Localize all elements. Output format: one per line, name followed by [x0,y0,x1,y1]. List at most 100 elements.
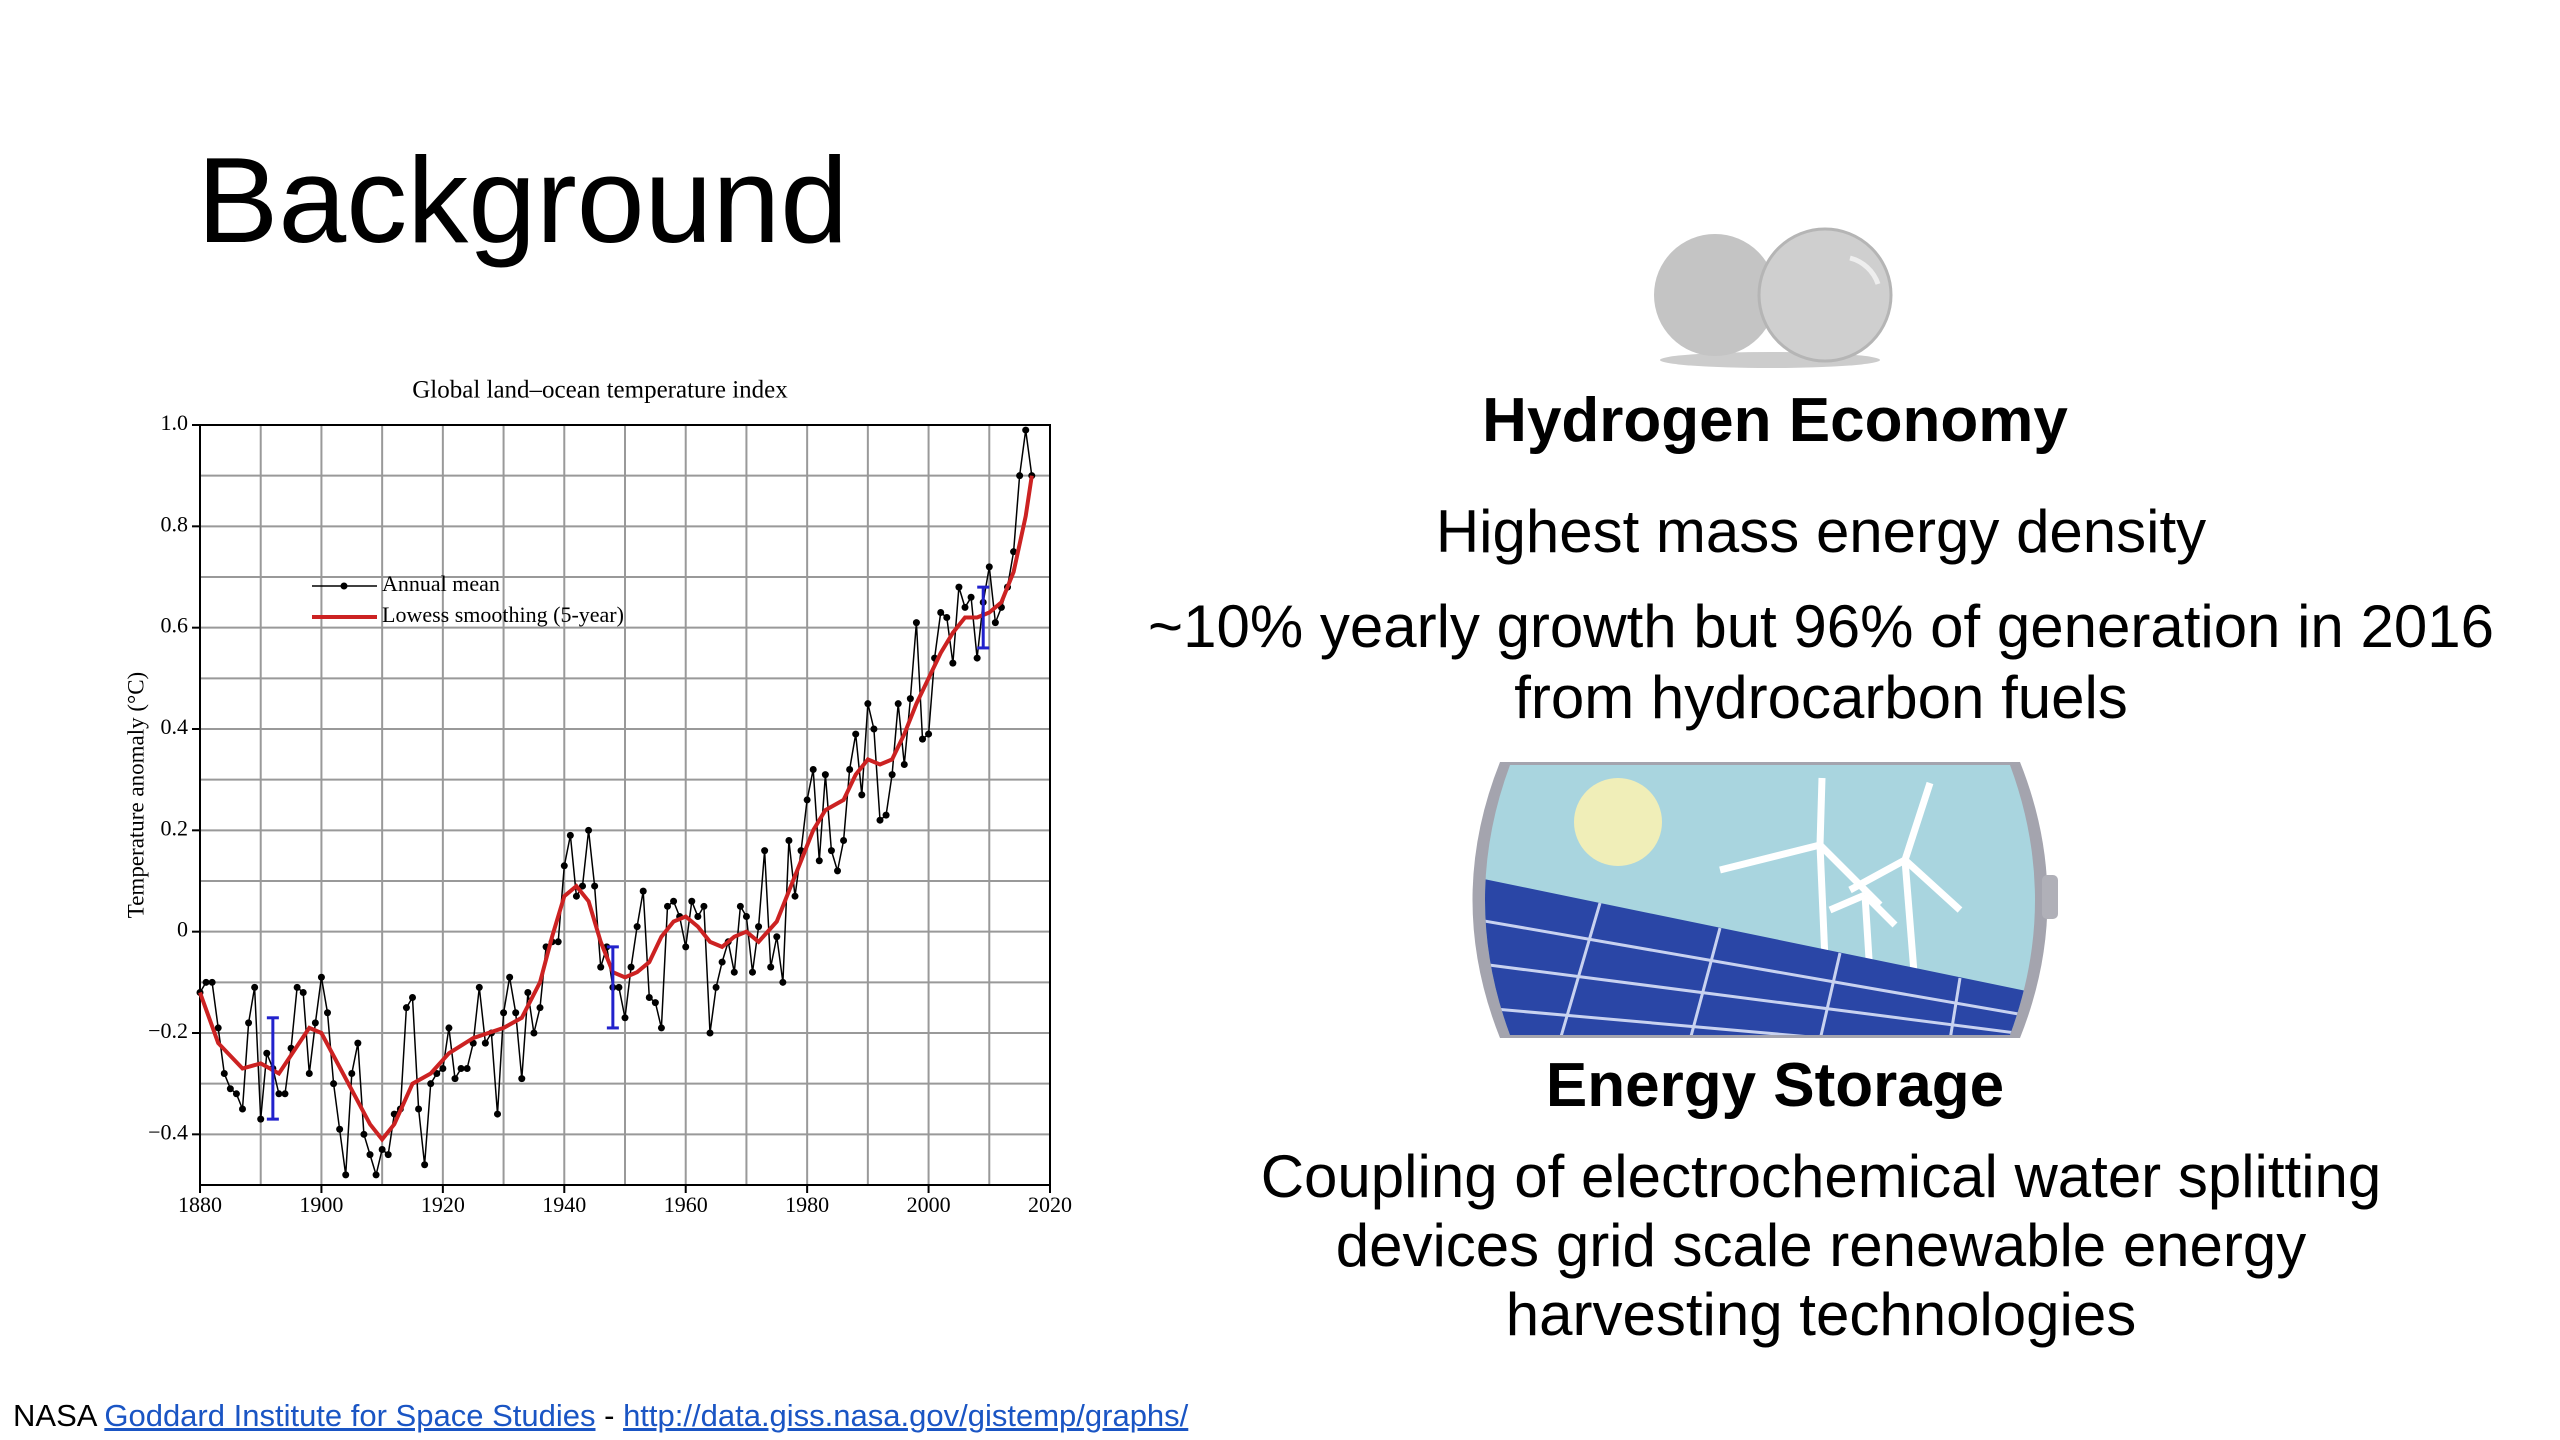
legend-label: Lowess smoothing (5-year) [382,602,624,627]
data-point [615,983,623,991]
data-point [220,1070,228,1078]
y-axis-label: Temperature anomaly (°C) [123,672,148,918]
data-point [645,994,653,1002]
data-point [202,978,210,986]
data-point [311,1019,319,1027]
data-point [530,1029,538,1037]
data-point [348,1070,356,1078]
data-point [566,831,574,839]
data-point [494,1110,501,1118]
data-point [846,766,854,774]
data-point [785,836,793,844]
data-point [803,796,811,804]
data-point [354,1039,362,1047]
data-point [742,912,750,920]
x-tick-label: 1880 [178,1192,222,1217]
separator: - [604,1398,615,1433]
data-point [791,892,799,900]
slide-title: Background [197,132,849,268]
data-point [712,983,720,991]
data-point [512,1009,520,1017]
data-point [670,897,678,905]
source: NASA [13,1398,96,1433]
storage-text: harvesting technologies [1505,1281,2137,1348]
data-point [439,1064,447,1072]
data-point [755,923,763,931]
data-point [809,766,817,774]
data-point [263,1049,271,1057]
data-point [330,1080,338,1088]
data-point [876,816,884,824]
data-point [445,1024,453,1032]
data-point [961,603,969,611]
legend-marker [340,582,348,590]
hydrogen-text: Highest mass energy density [1435,498,2207,565]
y-tick-label: 0.2 [161,815,189,840]
data-point [245,1019,253,1027]
data-point [682,943,690,951]
data-point [372,1171,380,1179]
data-point [336,1125,344,1133]
data-point [597,963,605,971]
data-point [821,771,829,779]
y-tick-label: 0 [177,917,188,942]
energy-storage-icon [1472,762,2058,1038]
x-tick-label: 1920 [421,1192,465,1217]
y-tick-label: 0.4 [161,714,189,739]
data-point [888,771,896,779]
data-point [518,1075,526,1083]
data-point [900,760,908,768]
data-point [293,983,301,991]
link[interactable]: Goddard Institute for Space Studies [104,1398,596,1433]
data-line [198,475,1034,1143]
data-point [421,1161,429,1169]
data-point [621,1014,629,1022]
data-point [463,1064,471,1072]
data-point [342,1171,350,1179]
data-point [317,973,325,981]
data-point [378,1146,386,1154]
data-point [627,963,635,971]
data-point [366,1151,374,1159]
data-point [730,968,738,976]
data-point [664,902,671,910]
data-point [360,1130,368,1138]
data-point [415,1105,423,1113]
plot-frame [199,424,1051,1186]
y-tick-label: 0.8 [161,511,189,536]
hydrogen-heading: Hydrogen Economy [1482,386,2068,455]
data-point [500,1009,508,1017]
chart-title: Global land–ocean temperature index [412,377,788,404]
x-tick-label: 2000 [907,1192,951,1217]
data-point [688,897,696,905]
x-tick-label: 1900 [299,1192,343,1217]
data-point [554,938,562,946]
data-point [457,1064,465,1072]
data-point [524,988,532,996]
data-point [943,614,951,622]
data-point [475,983,483,991]
data-point [718,958,726,966]
y-tick-label: 1.0 [161,410,189,435]
data-point [585,826,593,834]
data-point [925,730,933,738]
data-point [700,902,708,910]
link[interactable]: http://data.giss.nasa.gov/gistemp/graphs… [623,1398,1189,1433]
data-point [779,978,787,986]
data-point [1010,548,1018,556]
data-point [919,735,926,743]
storage-text: devices grid scale renewable energy [1335,1212,2307,1279]
data-point [955,583,963,591]
data-point [657,1024,665,1032]
data-point [324,1009,331,1017]
data-point [572,892,580,900]
x-tick-label: 1960 [664,1192,708,1217]
data-point [761,847,769,855]
data-point [706,1029,714,1037]
data-point [894,700,902,708]
x-tick-label: 1940 [542,1192,586,1217]
data-point [384,1151,392,1159]
data-point [579,882,586,890]
x-tick-label: 1980 [785,1192,829,1217]
